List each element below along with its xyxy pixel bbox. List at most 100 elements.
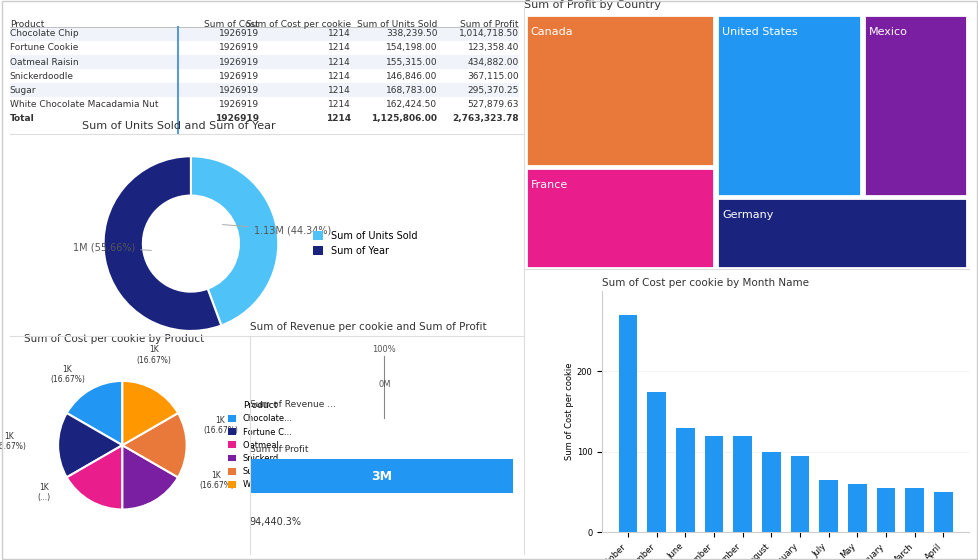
Wedge shape — [58, 413, 122, 477]
Text: 3M: 3M — [371, 470, 391, 483]
Legend: Sum of Units Sold, Sum of Year: Sum of Units Sold, Sum of Year — [309, 227, 421, 260]
Bar — [875, 488, 894, 532]
Bar — [525, 168, 713, 268]
Text: 1926919: 1926919 — [219, 43, 259, 52]
Text: 367,115.00: 367,115.00 — [467, 72, 518, 81]
Wedge shape — [191, 156, 278, 325]
Bar — [10, 69, 518, 83]
Text: Product: Product — [10, 20, 44, 29]
Bar — [10, 83, 518, 97]
Bar — [933, 492, 952, 532]
Text: 1K
(16.67%): 1K (16.67%) — [50, 365, 85, 384]
Text: Sum of Cost per cookie by Product: Sum of Cost per cookie by Product — [24, 334, 204, 344]
Bar — [905, 488, 923, 532]
Bar — [847, 484, 866, 532]
Bar — [676, 428, 694, 532]
Text: Sum of Units Sold: Sum of Units Sold — [357, 20, 437, 29]
Text: 1M (55.66%): 1M (55.66%) — [73, 242, 152, 253]
Bar — [10, 41, 518, 55]
Text: 1214: 1214 — [328, 43, 350, 52]
Text: 1926919: 1926919 — [219, 29, 259, 38]
Text: 338,239.50: 338,239.50 — [385, 29, 437, 38]
Bar — [716, 15, 860, 197]
Text: 295,370.25: 295,370.25 — [467, 86, 518, 95]
Text: United States: United States — [721, 27, 797, 37]
Wedge shape — [67, 445, 122, 510]
Text: 1,125,806.00: 1,125,806.00 — [371, 114, 437, 123]
Bar — [10, 27, 518, 41]
Bar — [704, 436, 723, 532]
Bar — [10, 97, 518, 111]
Bar — [761, 452, 779, 532]
Bar — [819, 480, 837, 532]
Text: France: France — [530, 180, 567, 190]
Text: Sum of Revenue ...: Sum of Revenue ... — [249, 400, 335, 409]
Text: 1214: 1214 — [328, 72, 350, 81]
Text: 1214: 1214 — [328, 100, 350, 109]
Text: 1926919: 1926919 — [219, 86, 259, 95]
Text: 1926919: 1926919 — [219, 72, 259, 81]
Text: 0M: 0M — [378, 380, 390, 389]
Wedge shape — [122, 381, 178, 445]
Text: Oatmeal Raisin: Oatmeal Raisin — [10, 58, 78, 67]
Legend: Chocolate..., Fortune C..., Oatmeal ..., Snickerd..., Sugar, White Ch...: Chocolate..., Fortune C..., Oatmeal ...,… — [224, 398, 296, 493]
Wedge shape — [67, 381, 122, 445]
Text: 1K
(16.67%): 1K (16.67%) — [199, 471, 234, 490]
Text: 1.13M (44.34%): 1.13M (44.34%) — [222, 225, 331, 235]
Text: Sum of Cost per cookie: Sum of Cost per cookie — [245, 20, 350, 29]
Text: Sum of Revenue per cookie and Sum of Profit: Sum of Revenue per cookie and Sum of Pro… — [249, 323, 486, 333]
Y-axis label: Sum of Cost per cookie: Sum of Cost per cookie — [564, 363, 573, 460]
Text: 2,763,323.78: 2,763,323.78 — [452, 114, 518, 123]
Text: 1926919: 1926919 — [219, 100, 259, 109]
Bar — [10, 55, 518, 69]
Text: 1K
(...): 1K (...) — [37, 483, 51, 502]
Text: 434,882.00: 434,882.00 — [467, 58, 518, 67]
Text: Mexico: Mexico — [868, 27, 907, 37]
Bar — [618, 315, 637, 532]
Text: 1K
(16.67%): 1K (16.67%) — [136, 346, 171, 365]
Text: Sum of Profit: Sum of Profit — [460, 20, 518, 29]
Text: 1,014,718.50: 1,014,718.50 — [459, 29, 518, 38]
Text: 1926919: 1926919 — [215, 114, 259, 123]
Text: Fortune Cookie: Fortune Cookie — [10, 43, 78, 52]
Wedge shape — [122, 413, 187, 477]
Bar — [733, 436, 751, 532]
Text: 1K
(16.67%): 1K (16.67%) — [0, 432, 26, 451]
Text: 154,198.00: 154,198.00 — [385, 43, 437, 52]
Text: Snickerdoodle: Snickerdoodle — [10, 72, 73, 81]
Bar — [716, 198, 966, 268]
Text: Sum of Cost per cookie by Month Name: Sum of Cost per cookie by Month Name — [601, 278, 808, 288]
Text: 94,440.3%: 94,440.3% — [249, 517, 301, 527]
Bar — [864, 15, 966, 197]
Wedge shape — [122, 445, 178, 510]
Bar — [10, 111, 518, 126]
Text: 1926919: 1926919 — [219, 58, 259, 67]
Text: Sugar: Sugar — [10, 86, 36, 95]
Text: 146,846.00: 146,846.00 — [385, 72, 437, 81]
Text: Sum of Units Sold and Sum of Year: Sum of Units Sold and Sum of Year — [81, 121, 275, 131]
Bar — [249, 459, 512, 493]
Text: 527,879.63: 527,879.63 — [467, 100, 518, 109]
Text: Sum of Profit by Country: Sum of Profit by Country — [523, 1, 660, 11]
Bar — [790, 456, 809, 532]
Text: 155,315.00: 155,315.00 — [385, 58, 437, 67]
Text: Total: Total — [10, 114, 34, 123]
Bar — [525, 15, 713, 166]
Text: Canada: Canada — [530, 27, 572, 37]
Text: Sum of Profit: Sum of Profit — [249, 445, 308, 454]
Wedge shape — [104, 156, 221, 331]
Text: 1214: 1214 — [328, 58, 350, 67]
Text: 1214: 1214 — [328, 29, 350, 38]
Text: Sum of Cost: Sum of Cost — [204, 20, 259, 29]
Text: 168,783.00: 168,783.00 — [385, 86, 437, 95]
Text: 123,358.40: 123,358.40 — [467, 43, 518, 52]
Text: 1214: 1214 — [328, 86, 350, 95]
Bar — [646, 391, 665, 532]
Text: Germany: Germany — [721, 210, 773, 220]
Text: 1214: 1214 — [326, 114, 350, 123]
Text: 100%: 100% — [372, 345, 396, 354]
Text: Chocolate Chip: Chocolate Chip — [10, 29, 78, 38]
Text: 1K
(16.67%): 1K (16.67%) — [202, 416, 238, 435]
Text: White Chocolate Macadamia Nut: White Chocolate Macadamia Nut — [10, 100, 158, 109]
Text: 162,424.50: 162,424.50 — [386, 100, 437, 109]
